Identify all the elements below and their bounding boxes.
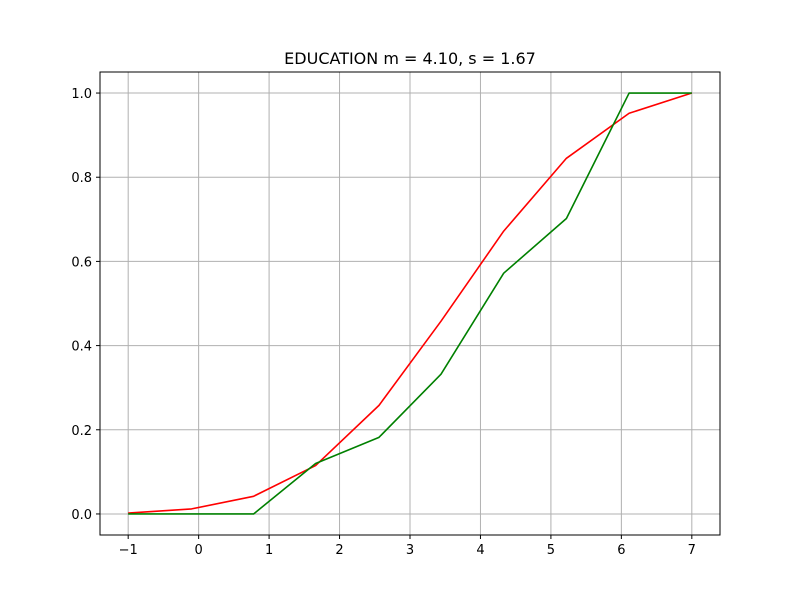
y-tick-label: 0.2: [71, 424, 92, 439]
series-line-1: [128, 92, 693, 514]
y-tick-label: 0.4: [71, 340, 92, 355]
x-tick-label: 4: [476, 543, 484, 558]
x-tick-label: 1: [265, 543, 273, 558]
chart-title: EDUCATION m = 4.10, s = 1.67: [284, 49, 536, 68]
x-tick-label: 7: [688, 543, 696, 558]
x-tick-label: −1: [119, 543, 138, 558]
x-tick-label: 0: [194, 543, 202, 558]
y-tick-label: 0.6: [71, 255, 92, 270]
y-tick-label: 0.8: [71, 171, 92, 186]
x-tick-label: 2: [335, 543, 343, 558]
x-tick-label: 3: [406, 543, 414, 558]
x-tick-label: 5: [547, 543, 555, 558]
series-line-2: [128, 92, 692, 515]
y-tick-label: 0.0: [71, 508, 92, 523]
series-layer: [128, 92, 693, 515]
x-tick-label: 6: [617, 543, 625, 558]
ticks: −1 0 1 2 3 4 5 6 7 0.0 0.2 0.4 0.6 0.8 1.0: [71, 87, 696, 558]
y-tick-label: 1.0: [71, 87, 92, 102]
grid: [100, 72, 720, 535]
